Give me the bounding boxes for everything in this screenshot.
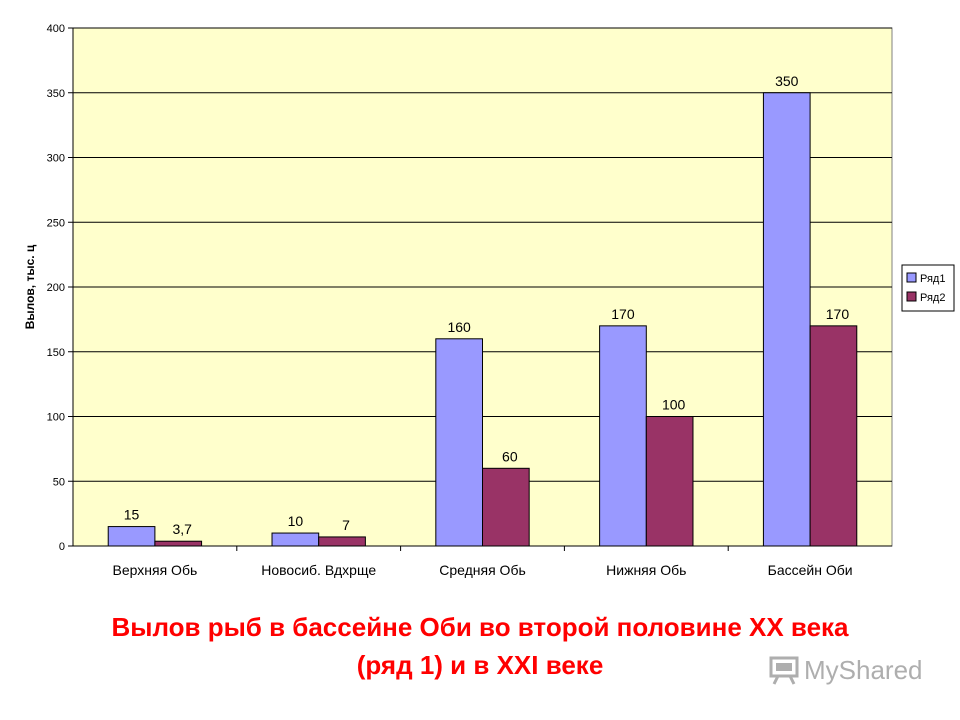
y-axis-label: Вылов, тыс. ц [23,244,37,329]
legend-swatch [906,272,917,283]
bars [107,92,858,547]
y-tick-label: 350 [47,88,65,100]
bar-2 [318,536,366,547]
axes [68,27,892,551]
bar-2 [809,325,858,547]
x-category-labels: Верхняя Обь Новосиб. Вдхрще Средняя Обь Ниж… [113,562,853,578]
y-tick-label: 200 [47,282,65,294]
data-label: 350 [775,73,799,89]
data-label: 170 [611,306,635,322]
bar-2 [645,416,694,547]
x-category-label: Верхняя Обь [113,562,198,578]
watermark-text: MyShared [804,654,923,685]
caption-line-1: Вылов рыб в бассейне Оби во второй полов… [111,612,849,642]
y-tick-label: 150 [47,347,65,359]
y-tick-label: 400 [47,23,65,35]
bar-2 [154,540,203,547]
bar-1 [107,526,156,547]
chart-caption: Вылов рыб в бассейне Оби во второй полов… [0,608,960,684]
x-category-label: Новосиб. Вдхрще [261,562,376,578]
y-tick-label: 300 [47,153,65,165]
bar-1 [762,92,811,547]
data-label: 100 [662,397,686,413]
bar-1 [599,325,647,547]
x-category-label: Средняя Обь [439,562,526,578]
bar-1 [271,532,320,547]
data-label: 10 [288,513,304,529]
y-tick-label: 50 [53,476,65,488]
bar-1 [435,338,483,547]
data-label: 170 [826,306,850,322]
bar-chart: 0 50 100 150 200 250 300 350 400 Верхняя Обь Ново… [23,23,955,578]
legend-swatch [906,291,917,302]
data-label: 7 [342,517,350,533]
data-label: 160 [447,319,471,335]
data-label: 60 [502,448,518,464]
y-tick-labels: 0 50 100 150 200 250 300 350 400 [47,23,65,553]
x-category-label: Бассейн Оби [768,562,853,578]
y-tick-label: 100 [47,412,65,424]
presentation-board-icon [769,656,799,685]
data-label: 15 [124,507,140,523]
data-label: 3,7 [173,521,193,537]
bar-2 [482,467,530,547]
legend: Ряд1 Ряд2 [901,264,955,312]
y-tick-label: 0 [59,541,65,553]
caption-line-2: (ряд 1) и в XXI веке [356,650,604,680]
data-labels: 15 3,7 10 7 160 60 170 100 350 170 [124,73,850,537]
legend-box [901,264,955,312]
legend-label: Ряд1 [920,273,945,285]
y-tick-label: 250 [47,217,65,229]
legend-label: Ряд2 [920,292,945,304]
watermark: MyShared [768,654,923,686]
x-category-label: Нижняя Обь [606,562,686,578]
